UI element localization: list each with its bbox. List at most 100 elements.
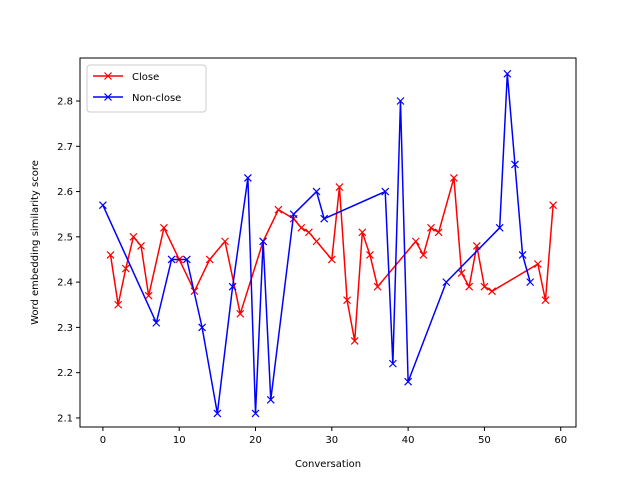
data-point-close — [312, 237, 321, 246]
series-line-close — [109, 177, 554, 342]
marker-stroke — [198, 323, 207, 332]
data-point-non-close — [396, 97, 405, 105]
plot-series — [98, 69, 558, 418]
y-tick-label: 2.8 — [57, 97, 73, 108]
marker-stroke — [541, 296, 550, 305]
data-point-close — [274, 205, 283, 214]
marker-stroke — [213, 409, 222, 418]
data-point-close — [366, 251, 374, 259]
marker-stroke — [129, 232, 138, 241]
data-point-non-close — [243, 174, 252, 182]
data-point-close — [434, 228, 443, 237]
legend-label: Non-close — [132, 93, 181, 104]
legend-item-non-close: Non-close — [93, 93, 181, 104]
marker-stroke — [106, 251, 115, 259]
data-point-non-close — [228, 282, 237, 291]
marker-stroke — [358, 228, 367, 237]
data-point-close — [350, 337, 359, 345]
x-tick-label: 0 — [100, 435, 106, 446]
data-point-close — [480, 282, 489, 291]
marker-stroke — [449, 174, 458, 182]
axes-frame — [79, 57, 577, 428]
data-point-close — [373, 282, 382, 291]
data-point-non-close — [388, 359, 397, 368]
data-point-non-close — [198, 323, 207, 332]
data-point-non-close — [259, 237, 268, 246]
data-point-close — [304, 228, 313, 237]
data-point-close — [465, 282, 474, 291]
data-point-non-close — [251, 409, 260, 418]
marker-stroke — [549, 201, 558, 210]
data-point-non-close — [442, 278, 451, 287]
marker-stroke — [251, 409, 260, 418]
marker-stroke — [205, 255, 214, 264]
marker-stroke — [221, 237, 229, 246]
y-tick-label: 2.4 — [57, 278, 73, 289]
marker-stroke — [373, 282, 382, 291]
data-point-close — [121, 264, 130, 273]
marker-stroke — [518, 251, 527, 259]
marker-stroke — [297, 223, 306, 232]
data-point-non-close — [312, 187, 321, 196]
marker-stroke — [312, 237, 321, 246]
marker-stroke — [98, 201, 107, 210]
data-point-non-close — [289, 210, 298, 219]
marker-stroke — [228, 282, 237, 291]
data-point-non-close — [526, 278, 535, 287]
data-point-close — [449, 174, 458, 182]
marker-stroke — [457, 269, 466, 277]
data-point-close — [335, 183, 344, 191]
marker-stroke — [388, 359, 397, 368]
marker-stroke — [121, 264, 130, 273]
marker-stroke — [114, 300, 123, 309]
marker-stroke — [427, 223, 435, 232]
marker-stroke — [495, 223, 504, 232]
data-point-non-close — [98, 201, 107, 210]
data-point-close — [114, 300, 123, 309]
data-point-close — [549, 201, 558, 210]
marker-stroke — [343, 296, 352, 305]
marker-stroke — [320, 214, 329, 223]
x-tick-label: 40 — [402, 435, 415, 446]
marker-stroke — [350, 337, 359, 345]
marker-stroke — [411, 237, 420, 246]
marker-stroke — [182, 255, 191, 264]
marker-stroke — [259, 237, 268, 246]
y-tick-label: 2.3 — [57, 323, 73, 334]
data-point-non-close — [404, 377, 413, 386]
data-point-close — [327, 255, 336, 264]
y-tick-label: 2.1 — [57, 413, 73, 424]
data-point-close — [137, 241, 145, 250]
y-tick-label: 2.7 — [57, 142, 73, 153]
legend-marker — [104, 72, 112, 80]
data-point-close — [541, 296, 550, 305]
marker-stroke — [335, 183, 344, 191]
data-point-close — [160, 223, 168, 232]
data-point-non-close — [213, 409, 222, 418]
data-point-non-close — [266, 395, 275, 404]
marker-stroke — [236, 309, 245, 318]
marker-stroke — [488, 287, 496, 296]
data-point-close — [457, 269, 466, 277]
data-point-close — [297, 223, 306, 232]
marker-stroke — [366, 251, 374, 259]
x-tick-label: 20 — [249, 435, 262, 446]
x-axis-label: Conversation — [295, 459, 361, 470]
data-point-close — [221, 237, 229, 246]
marker-stroke — [160, 223, 168, 232]
x-tick-label: 10 — [173, 435, 186, 446]
marker-stroke — [327, 255, 336, 264]
data-point-close — [343, 296, 352, 305]
marker-stroke — [381, 187, 390, 196]
series-line-non-close — [102, 73, 531, 415]
marker-stroke — [503, 69, 512, 78]
x-tick-label: 50 — [478, 435, 491, 446]
marker-stroke — [152, 318, 161, 327]
data-point-close — [129, 232, 138, 241]
data-point-non-close — [503, 69, 512, 78]
marker-stroke — [137, 241, 145, 250]
data-point-close — [205, 255, 214, 264]
data-point-non-close — [495, 223, 504, 232]
data-point-close — [358, 228, 367, 237]
